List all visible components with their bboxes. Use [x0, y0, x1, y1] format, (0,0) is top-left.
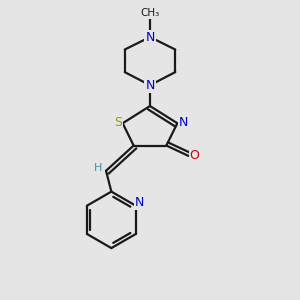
Text: H: H	[94, 163, 102, 173]
Text: N: N	[145, 79, 155, 92]
Text: N: N	[178, 116, 188, 129]
Text: N: N	[135, 196, 144, 209]
Text: CH₃: CH₃	[140, 8, 160, 18]
Text: S: S	[114, 116, 122, 129]
Text: O: O	[190, 149, 200, 162]
Text: N: N	[145, 31, 155, 44]
